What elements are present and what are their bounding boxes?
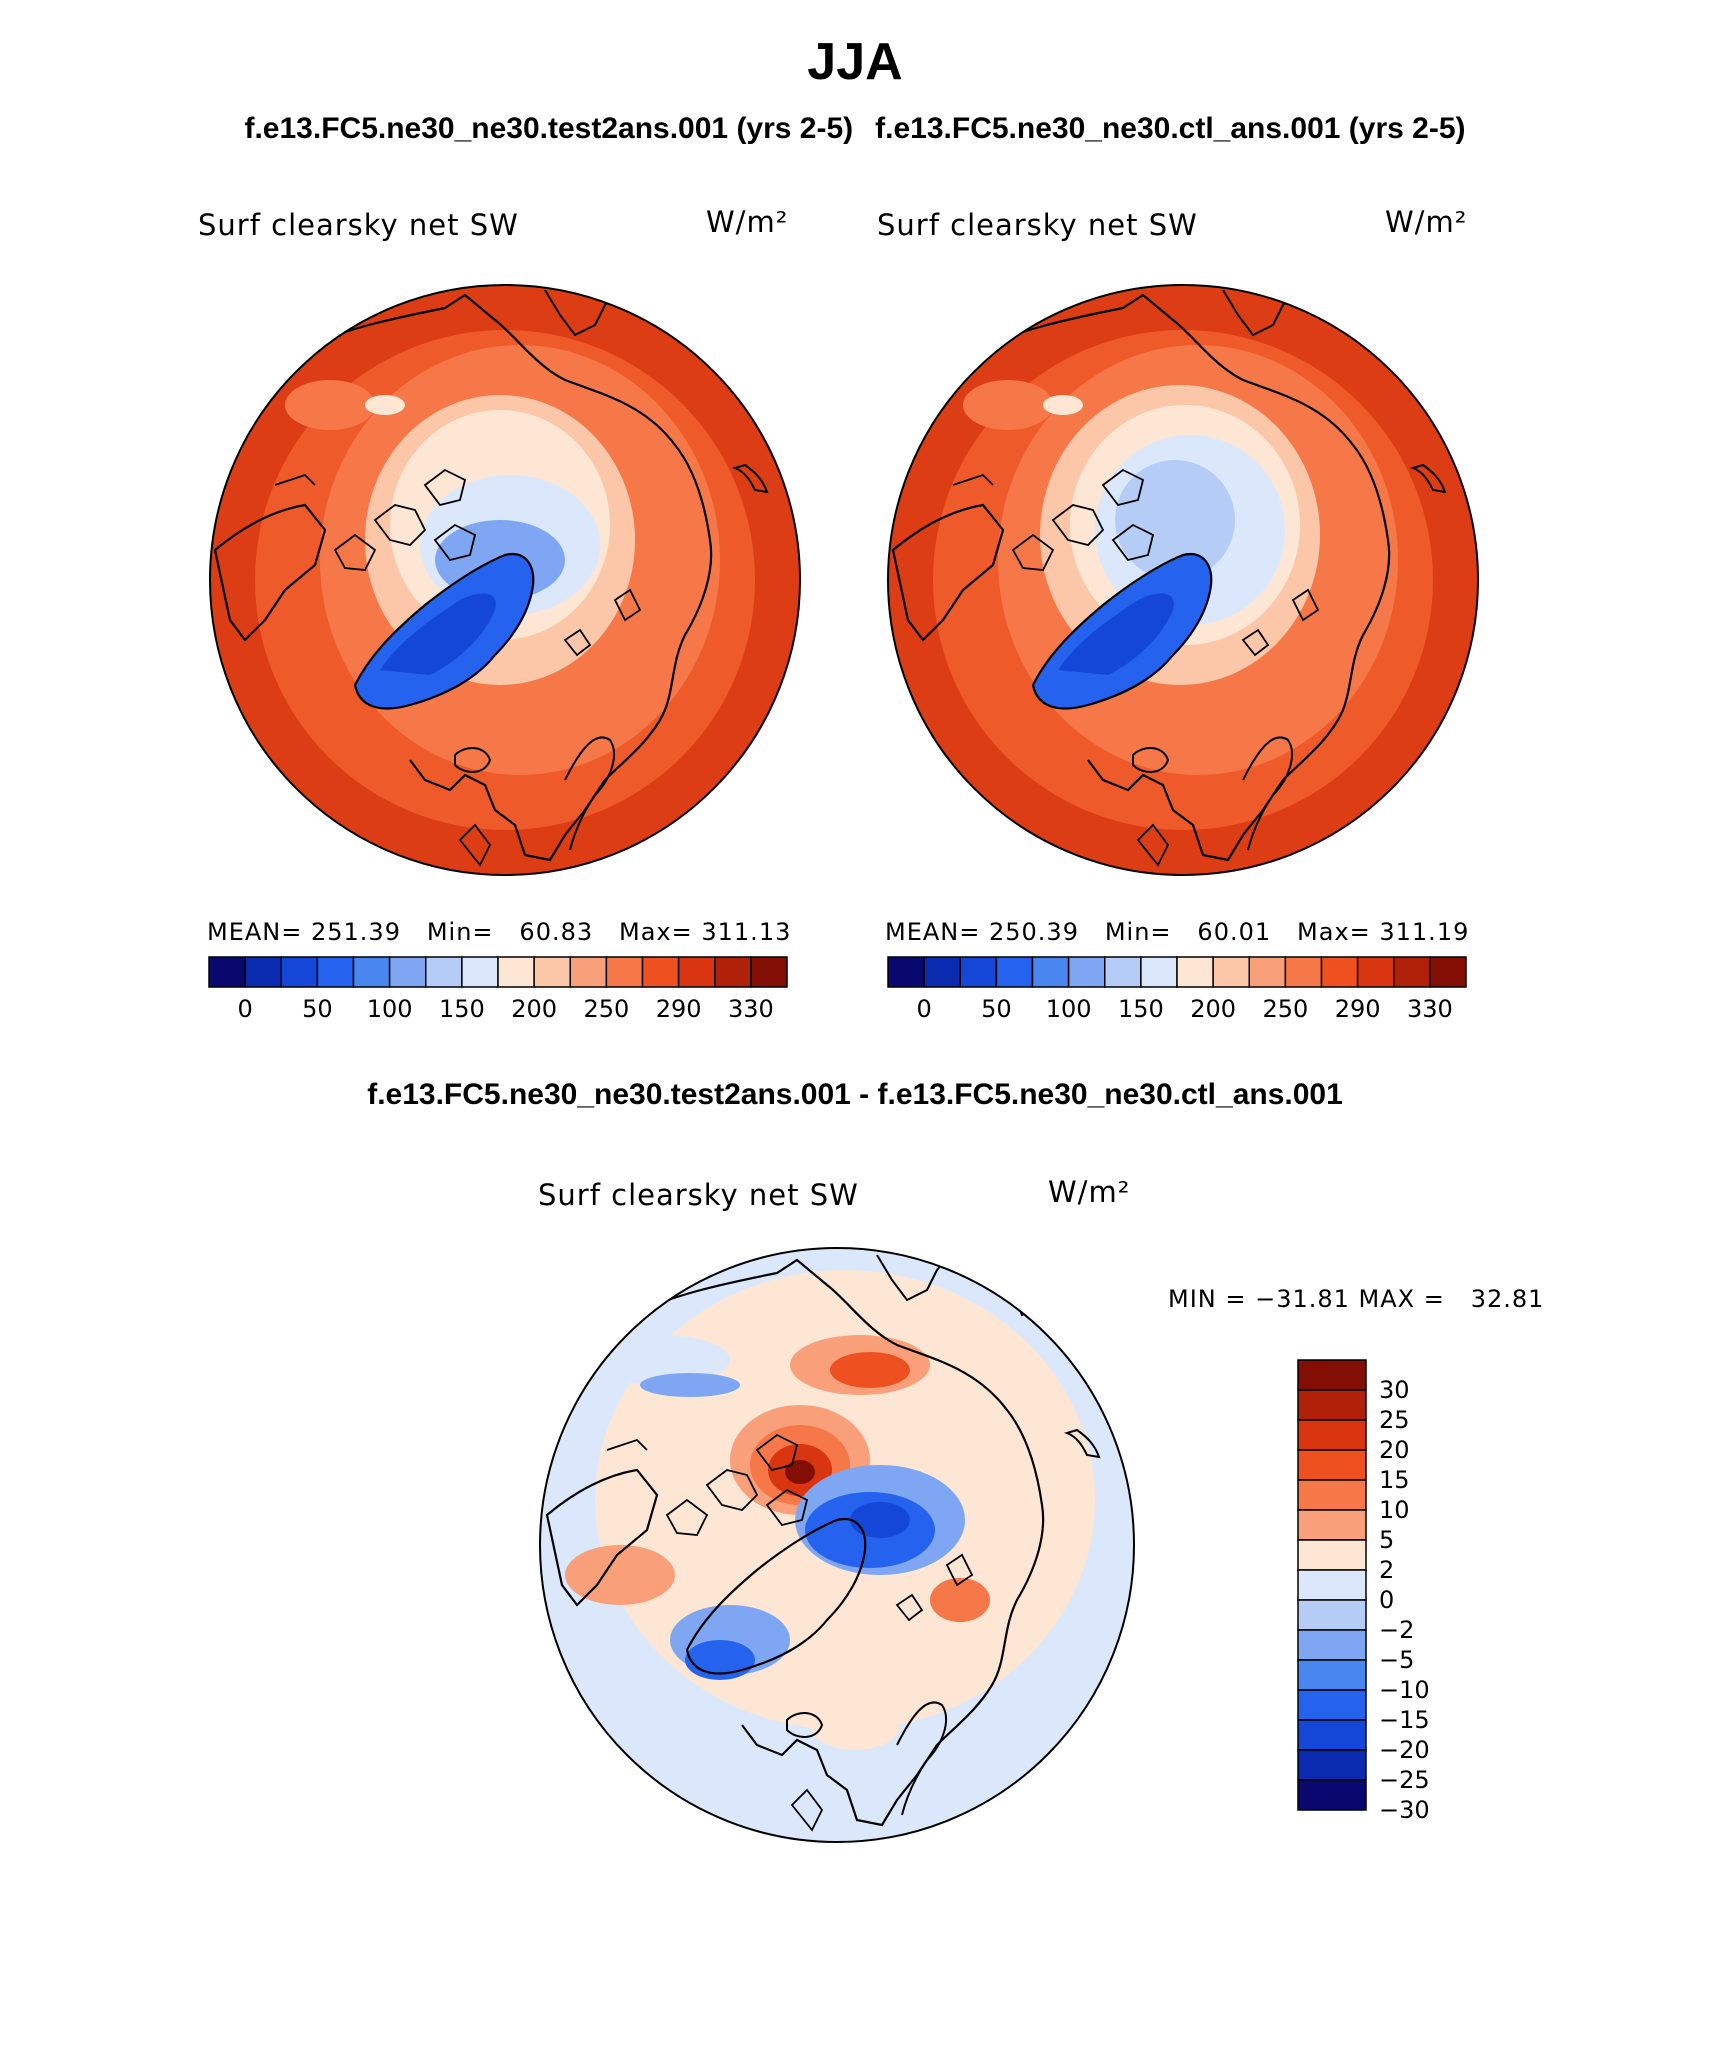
colorbar-tick-label: 290 [1335, 995, 1381, 1023]
colorbar-control: 0 50 100 150 200 250 290 330 [887, 956, 1467, 1023]
colorbar-test: 0 50 100 150 200 250 290 330 [208, 956, 788, 1023]
colorbar-swatch [677, 956, 716, 988]
colorbar-swatch [533, 956, 571, 988]
colorbar-tick-label: −15 [1379, 1706, 1430, 1734]
subtitle-control-case: f.e13.FC5.ne30_ne30.ctl_ans.001 (yrs 2-5… [875, 112, 1466, 145]
colorbar-swatch [1140, 956, 1178, 988]
colorbar-swatch [1297, 1629, 1367, 1661]
colorbar-swatch [1297, 1599, 1367, 1631]
colorbar-swatch [1297, 1689, 1367, 1721]
colorbar-swatch [1297, 1539, 1367, 1571]
colorbar-tick-label: 2 [1379, 1556, 1394, 1584]
colorbar-swatch [641, 956, 680, 988]
colorbar-swatch [995, 956, 1034, 988]
colorbar-swatch [1297, 1659, 1367, 1691]
colorbar-tick-label: 200 [511, 995, 557, 1023]
subtitle-test-case: f.e13.FC5.ne30_ne30.test2ans.001 (yrs 2-… [244, 112, 854, 145]
panel1-variable-label: Surf clearsky net SW [198, 208, 519, 242]
colorbar-tick-label: 15 [1379, 1466, 1410, 1494]
colorbar-swatch [1356, 956, 1395, 988]
colorbar-swatch [714, 956, 752, 988]
colorbar-swatch [388, 956, 427, 988]
colorbar-swatch [1297, 1779, 1367, 1811]
colorbar-swatch [1212, 956, 1250, 988]
colorbar-swatch [1104, 956, 1142, 988]
colorbar-swatch [1297, 1389, 1367, 1421]
colorbar-swatch [352, 956, 391, 988]
colorbar-tick-label: 0 [1379, 1586, 1394, 1614]
map-panel-test [209, 284, 801, 876]
colorbar-swatch [959, 956, 998, 988]
panel1-stats: MEAN= 251.39 Min= 60.83 Max= 311.13 [207, 918, 792, 946]
colorbar-tick-label: 330 [1407, 995, 1453, 1023]
colorbar-tick-label: 10 [1379, 1496, 1410, 1524]
colorbar-swatch [497, 956, 535, 988]
colorbar-swatch [1297, 1449, 1367, 1481]
colorbar-tick-label: 30 [1379, 1376, 1410, 1404]
colorbar-tick-label: 5 [1379, 1526, 1394, 1554]
panel2-units-label: W/m² [1385, 205, 1468, 239]
panel2-variable-label: Surf clearsky net SW [877, 208, 1198, 242]
colorbar-swatch [1393, 956, 1431, 988]
difference-title: f.e13.FC5.ne30_ne30.test2ans.001 - f.e13… [367, 1078, 1343, 1111]
colorbar-tick-label: 100 [1046, 995, 1092, 1023]
diff-stats: MIN = −31.81 MAX = 32.81 [1168, 1285, 1545, 1313]
colorbar-swatch [1176, 956, 1214, 988]
colorbar-tick-label: 150 [1118, 995, 1164, 1023]
colorbar-swatch [1248, 956, 1287, 988]
map-panel-control [887, 284, 1479, 876]
figure-title: JJA [807, 33, 903, 91]
colorbar-tick-label: −30 [1379, 1796, 1430, 1824]
colorbar-tick-label: 200 [1190, 995, 1236, 1023]
colorbar-tick-label: −5 [1379, 1646, 1414, 1674]
colorbar-tick-label: 250 [1262, 995, 1308, 1023]
colorbar-swatch [887, 956, 925, 988]
panel1-units-label: W/m² [706, 205, 789, 239]
colorbar-tick-label: 290 [656, 995, 702, 1023]
colorbar-tick-label: 50 [981, 995, 1012, 1023]
colorbar-swatch [1297, 1359, 1367, 1391]
colorbar-tick-label: 150 [439, 995, 485, 1023]
colorbar-swatch [1297, 1479, 1367, 1511]
colorbar-tick-label: −25 [1379, 1766, 1430, 1794]
colorbar-swatch [569, 956, 608, 988]
colorbar-swatch [1031, 956, 1070, 988]
colorbar-swatch [1284, 956, 1323, 988]
colorbar-tick-label: 0 [237, 995, 252, 1023]
map-panel-difference [539, 1247, 1135, 1843]
panel2-stats: MEAN= 250.39 Min= 60.01 Max= 311.19 [885, 918, 1470, 946]
colorbar-swatch [1297, 1419, 1367, 1451]
colorbar-tick-label: −10 [1379, 1676, 1430, 1704]
colorbar-tick-label: 25 [1379, 1406, 1410, 1434]
colorbar-swatch [280, 956, 319, 988]
colorbar-swatch [1067, 956, 1106, 988]
colorbar-swatch [461, 956, 499, 988]
colorbar-swatch [1429, 956, 1467, 988]
colorbar-swatch [923, 956, 961, 988]
colorbar-swatch [605, 956, 644, 988]
colorbar-swatch [1297, 1569, 1367, 1601]
colorbar-swatch [316, 956, 355, 988]
colorbar-tick-label: 330 [728, 995, 774, 1023]
colorbar-tick-label: −20 [1379, 1736, 1430, 1764]
colorbar-tick-label: 250 [583, 995, 629, 1023]
case-subtitles: f.e13.FC5.ne30_ne30.test2ans.001 (yrs 2-… [0, 112, 1710, 146]
colorbar-tick-label: −2 [1379, 1616, 1414, 1644]
colorbar-swatch [1320, 956, 1359, 988]
colorbar-tick-label: 20 [1379, 1436, 1410, 1464]
colorbar-swatch [244, 956, 282, 988]
colorbar-swatch [208, 956, 246, 988]
diff-variable-label: Surf clearsky net SW [538, 1178, 859, 1212]
colorbar-tick-label: 50 [302, 995, 333, 1023]
colorbar-swatch [1297, 1509, 1367, 1541]
colorbar-swatch [1297, 1719, 1367, 1751]
colorbar-swatch [750, 956, 788, 988]
colorbar-swatch [1297, 1749, 1367, 1781]
colorbar-tick-label: 0 [916, 995, 931, 1023]
colorbar-swatch [425, 956, 463, 988]
colorbar-tick-label: 100 [367, 995, 413, 1023]
diff-units-label: W/m² [1048, 1175, 1131, 1209]
